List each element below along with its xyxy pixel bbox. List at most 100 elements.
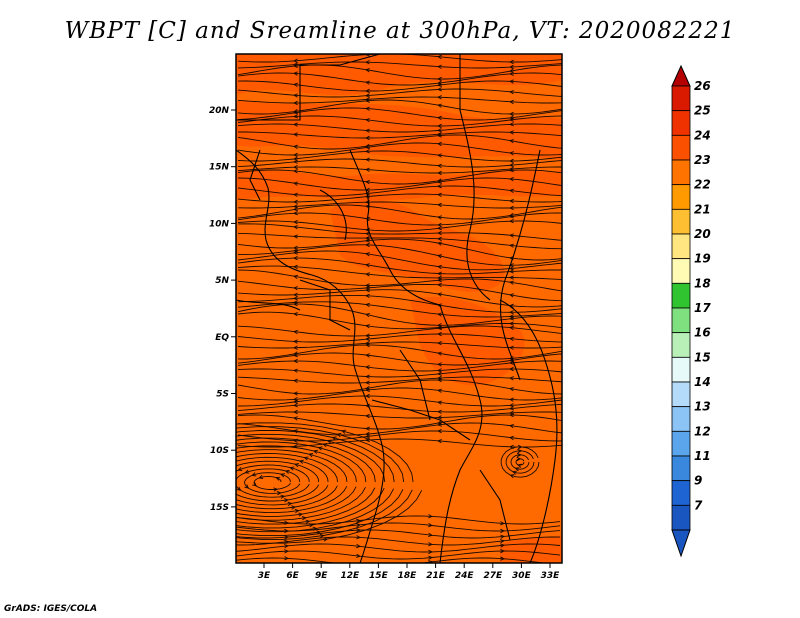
streamline [237,411,562,419]
colorbar-segment [671,480,691,506]
country-border [399,349,431,421]
colorbar-top-arrow [671,64,691,87]
lat-label: 5S [216,390,229,400]
streamline-arrow [292,286,298,291]
streamline-arrow [301,515,307,521]
streamline-arrow [284,469,290,474]
lon-label: 18E [398,571,418,581]
streamline-arrow [364,128,370,133]
streamline-arrow [364,336,370,342]
colorbar-segment [671,406,691,432]
streamline-arrow [436,331,442,337]
streamline-arrow [508,59,514,65]
streamline-arrow [292,345,298,350]
streamline-arrow [436,409,442,414]
streamline-arrow [341,429,347,434]
streamline-arrow [292,416,298,421]
streamline-arrow [317,446,323,451]
streamline-arrow [283,498,289,503]
streamline [237,204,562,220]
colorbar-segment [671,159,691,186]
streamline-arrow [308,453,314,458]
streamline [237,376,562,384]
colorbar-label: 19 [694,252,711,266]
streamline-arrow [436,202,442,208]
colorbar-label: 13 [694,400,711,414]
streamline-arrow [294,508,300,514]
streamline-arrow [221,491,225,495]
streamline-arrow [303,456,309,461]
streamline [237,325,562,337]
streamline-arrow [292,206,298,212]
colorbar-label: 21 [694,202,711,216]
lon-label: 9E [315,571,328,581]
streamline-arrow [298,459,304,464]
streamline-arrow [508,336,514,341]
streamline [505,450,535,474]
streamline-arrow [436,340,442,346]
streamline-arrow [292,391,298,396]
streamline-arrow [436,271,442,276]
streamline [237,212,562,226]
streamline-arrow [508,68,514,73]
colorbar-label: 16 [694,326,711,340]
streamline-arrow [364,80,370,85]
colorbar-label: 7 [694,498,703,512]
country-border [319,189,347,241]
streamline [237,289,562,308]
streamline-arrow [356,518,362,524]
streamline-arrow [292,292,298,297]
streamline-arrow [336,433,342,438]
colorbar-segment [671,381,691,408]
streamline-arrow [364,135,370,141]
streamline-arrow [364,302,370,307]
streamline-arrow [292,82,298,87]
streamline-arrow [508,162,514,168]
streamline-arrow [508,435,514,441]
streamline [236,433,394,533]
streamline-arrow [508,423,514,429]
colorbar-segment [671,184,691,210]
colorbar-label: 17 [694,301,711,315]
streamline-arrow [292,358,298,364]
streamline-arrow [364,353,370,358]
streamline [237,107,562,121]
streamline-arrow [276,490,282,496]
streamline-arrow [436,254,443,259]
streamline-arrow [292,339,298,344]
streamline-arrow [203,454,207,457]
country-border [499,149,541,381]
latitude-axis: 20N 15N 10N 5N EQ 5S 10S 15S [209,106,236,513]
streamline-arrow [436,292,442,297]
lat-label: 10N [209,219,230,229]
streamline [237,344,562,360]
lat-label: 15S [210,503,229,513]
streamline-arrow [292,164,298,170]
streamline-arrow [292,114,298,119]
streamline-arrow [292,429,298,434]
streamline-arrow [508,79,514,84]
streamline-arrow [511,470,517,475]
streamline-arrow [292,144,298,149]
streamline [236,430,404,537]
streamline-arrow [508,111,514,117]
streamline-arrow [436,141,442,147]
streamline-arrow [292,110,298,115]
streamline-arrow [169,441,173,444]
lat-label: 5N [215,276,229,286]
streamline-arrow [436,184,442,189]
streamline-arrow [436,179,442,184]
streamline [236,426,413,540]
streamline-arrow [500,521,506,526]
streamline [237,177,562,191]
streamline-arrow [436,264,442,270]
streamline-arrow [292,219,298,225]
streamline-arrow [244,469,250,474]
streamline-arrow [292,100,298,106]
streamline [237,294,562,313]
streamline-arrow [508,316,514,321]
streamline-arrow [508,321,514,326]
streamline-arrow [258,474,264,480]
streamline-arrow [436,277,442,283]
